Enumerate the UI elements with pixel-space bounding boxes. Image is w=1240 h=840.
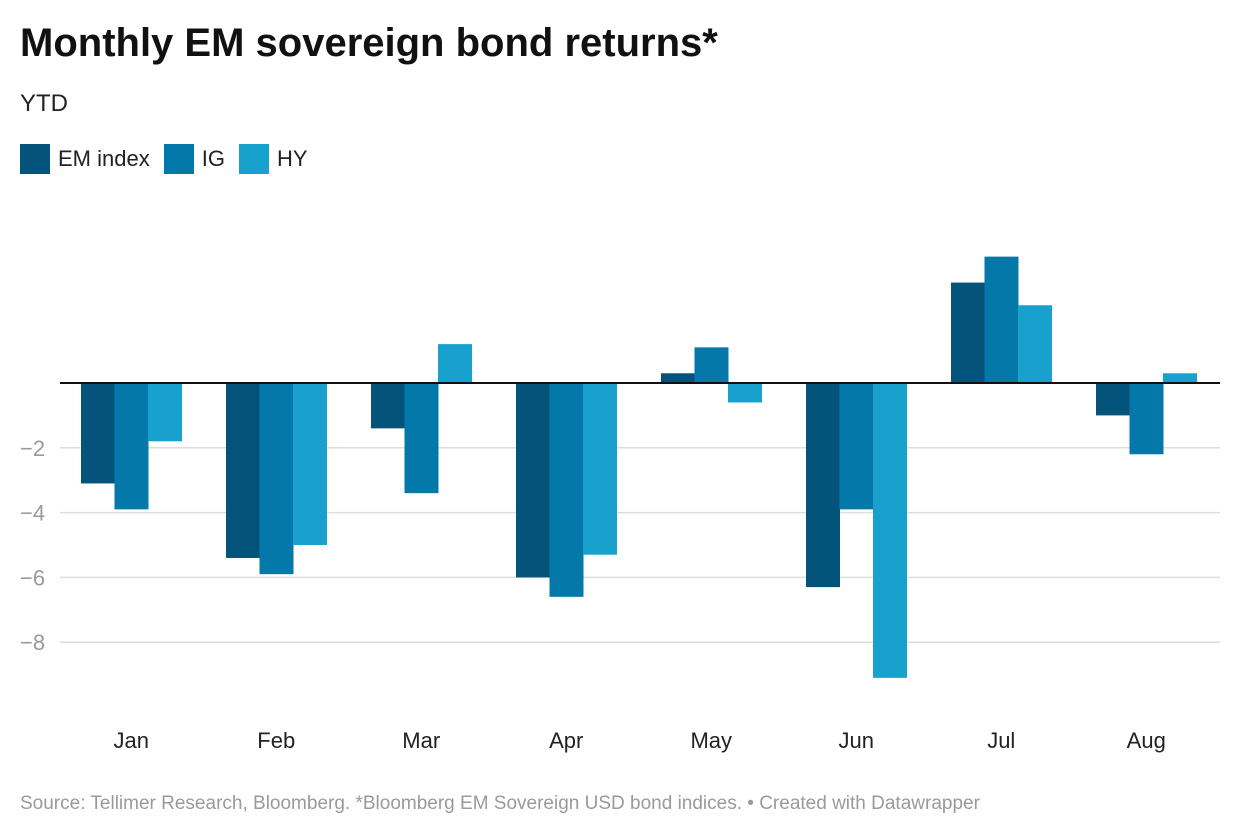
bar-ig-mar [404, 383, 439, 494]
bar-em-index-jul [951, 282, 985, 383]
bar-em-index-feb [226, 383, 260, 558]
legend-swatch-em-index [20, 144, 50, 174]
legend-item-em-index: EM index [20, 144, 150, 174]
chart-title: Monthly EM sovereign bond returns* [20, 21, 718, 65]
legend-label-hy: HY [276, 146, 308, 171]
legend: EM index IG HY [20, 144, 322, 174]
bar-hy-may [728, 383, 762, 403]
bar-em-index-jan [81, 383, 115, 484]
bar-ig-jan [114, 383, 149, 510]
legend-swatch-hy [238, 144, 269, 174]
x-tick-label: Aug [1127, 728, 1166, 753]
bar-em-index-aug [1096, 383, 1130, 416]
bar-hy-apr [583, 383, 617, 555]
bar-ig-feb [259, 383, 294, 575]
bar-ig-may [694, 347, 729, 383]
chart-footer: Source: Tellimer Research, Bloomberg. *B… [20, 793, 980, 814]
bar-ig-apr [549, 383, 584, 597]
legend-item-ig: IG [163, 144, 225, 174]
bar-hy-jul [1018, 305, 1052, 383]
bar-em-index-may [661, 373, 695, 383]
chart-subtitle: YTD [20, 90, 68, 117]
bar-ig-jul [984, 256, 1019, 383]
bar-ig-aug [1129, 383, 1164, 455]
x-tick-label: Feb [257, 728, 295, 753]
bar-hy-jan [148, 383, 182, 442]
x-tick-label: Jan [114, 728, 149, 753]
bar-ig-jun [839, 383, 874, 510]
y-tick-label: −8 [20, 630, 45, 655]
x-tick-label: Jul [987, 728, 1015, 753]
y-tick-label: −4 [20, 501, 45, 526]
x-tick-label: May [690, 728, 732, 753]
bar-hy-jun [873, 383, 907, 678]
x-tick-label: Jun [839, 728, 874, 753]
y-tick-label: −6 [20, 565, 45, 590]
bar-hy-aug [1163, 373, 1197, 383]
x-tick-label: Apr [549, 728, 583, 753]
bar-em-index-jun [806, 383, 840, 588]
bar-hy-mar [438, 344, 472, 383]
legend-label-ig: IG [201, 146, 225, 171]
bar-em-index-mar [371, 383, 405, 429]
legend-item-hy: HY [238, 144, 308, 174]
bar-hy-feb [293, 383, 327, 545]
y-tick-label: −2 [20, 436, 45, 461]
legend-label-em-index: EM index [58, 146, 150, 171]
x-tick-label: Mar [402, 728, 440, 753]
legend-swatch-ig [163, 144, 194, 174]
bar-em-index-apr [516, 383, 550, 578]
